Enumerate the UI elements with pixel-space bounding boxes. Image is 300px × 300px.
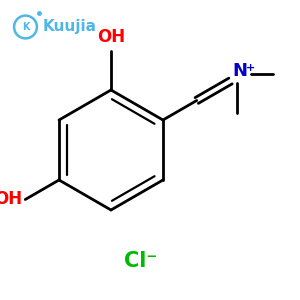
Text: OH: OH [0,190,22,208]
Text: OH: OH [97,28,125,46]
Text: Cl⁻: Cl⁻ [124,251,158,271]
Text: N: N [232,61,247,80]
Text: +: + [246,63,255,73]
Text: K: K [22,22,29,32]
Text: Kuujia: Kuujia [42,20,96,34]
